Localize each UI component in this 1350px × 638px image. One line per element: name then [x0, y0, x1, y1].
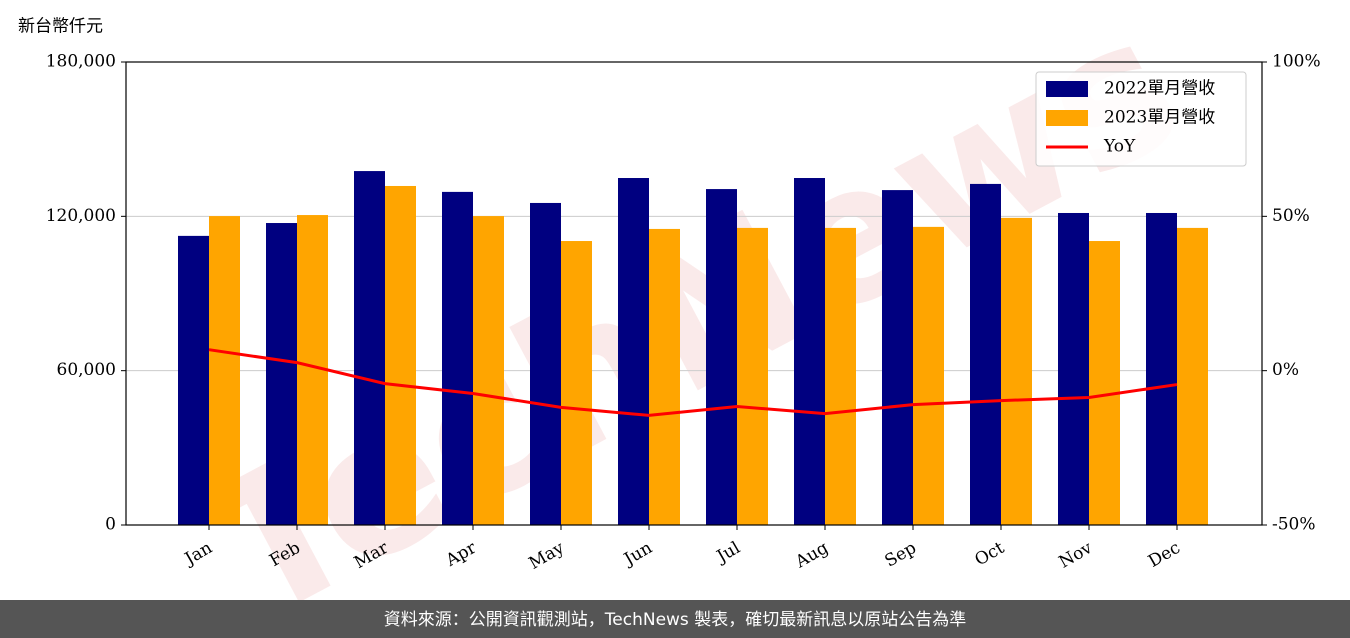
bar — [825, 227, 856, 526]
bar — [1177, 227, 1208, 526]
y-tick-label: 0 — [105, 515, 116, 535]
legend-swatch — [1046, 110, 1088, 126]
bar — [649, 228, 680, 525]
legend-swatch — [1046, 81, 1088, 97]
bar — [618, 178, 649, 526]
footer-bar — [0, 600, 1350, 638]
x-tick-label: Nov — [1056, 538, 1096, 573]
x-tick-label: Sep — [882, 538, 920, 572]
x-tick-label: Dec — [1145, 538, 1184, 572]
legend-box — [1035, 71, 1247, 167]
x-tick-label: Oct — [972, 538, 1008, 571]
y-tick-label: 60,000 — [57, 360, 116, 380]
bar — [882, 190, 913, 525]
bar — [706, 189, 737, 525]
bar — [737, 227, 768, 526]
x-tick-label: Jan — [180, 538, 216, 570]
y2-tick-label: 50% — [1272, 206, 1310, 226]
bar — [385, 185, 416, 525]
y-tick-label: 120,000 — [46, 206, 116, 226]
bar — [442, 191, 473, 525]
unit-label: 新台幣仟元 — [18, 17, 103, 37]
y2-tick-label: 100% — [1272, 52, 1321, 72]
x-tick-label: Aug — [791, 538, 832, 573]
source-note: 資料來源：公開資訊觀測站，TechNews 製表，確切最新訊息以原站公告為準 — [384, 610, 966, 630]
bar — [209, 216, 240, 525]
legend: 2022單月營收 2023單月營收 YoY — [1035, 71, 1247, 167]
bar — [1089, 241, 1120, 525]
bar — [266, 223, 297, 525]
bar — [178, 235, 209, 526]
y2-tick-label: 0% — [1272, 360, 1299, 380]
bar — [561, 241, 592, 525]
x-tick-label: Jul — [712, 538, 744, 568]
y2-tick-label: -50% — [1272, 515, 1316, 535]
bar — [354, 171, 385, 525]
y-tick-label: 180,000 — [46, 52, 116, 72]
line — [208, 348, 1178, 417]
bar — [1001, 217, 1032, 526]
x-tick-label: May — [526, 538, 569, 574]
bar — [1146, 212, 1177, 525]
bar — [913, 226, 944, 525]
legend-label: YoY — [1103, 137, 1136, 157]
bar — [473, 216, 504, 525]
plot-frame — [125, 61, 1263, 526]
x-tick-label: Jun — [619, 538, 656, 571]
bar — [530, 202, 561, 526]
bar — [1058, 212, 1089, 525]
bar — [970, 183, 1001, 525]
bar — [794, 178, 825, 526]
legend-label: 2022單月營收 — [1104, 79, 1215, 99]
legend-label: 2023單月營收 — [1104, 108, 1215, 128]
